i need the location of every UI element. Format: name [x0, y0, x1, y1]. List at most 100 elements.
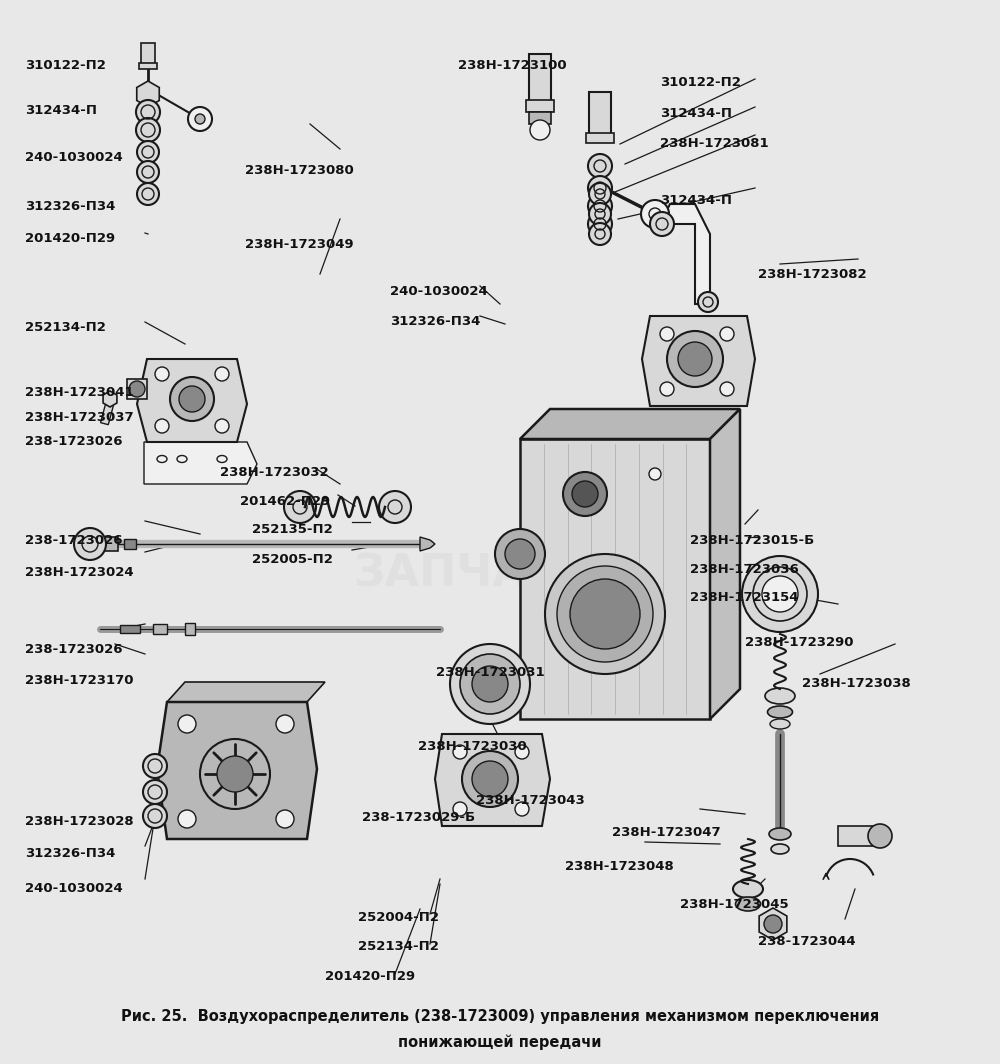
Circle shape [143, 754, 167, 778]
Circle shape [545, 554, 665, 674]
Circle shape [276, 810, 294, 828]
Circle shape [742, 556, 818, 632]
Text: 252005-П2: 252005-П2 [252, 553, 333, 566]
Circle shape [588, 154, 612, 178]
Text: 238Н-1723081: 238Н-1723081 [660, 137, 769, 150]
Circle shape [188, 107, 212, 131]
Ellipse shape [733, 880, 763, 898]
Polygon shape [520, 409, 740, 439]
Circle shape [215, 367, 229, 381]
Text: 312434-П: 312434-П [660, 194, 732, 206]
Circle shape [155, 419, 169, 433]
Text: 238Н-1723082: 238Н-1723082 [758, 268, 867, 281]
Circle shape [453, 802, 467, 816]
Text: 312326-П34: 312326-П34 [390, 315, 480, 328]
Text: 238Н-1723100: 238Н-1723100 [458, 60, 567, 72]
Polygon shape [137, 359, 247, 442]
Text: 312434-П: 312434-П [660, 107, 732, 120]
Bar [838, 826, 883, 846]
Circle shape [667, 331, 723, 387]
Circle shape [136, 100, 160, 124]
Text: 238Н-1723038: 238Н-1723038 [802, 677, 911, 689]
Circle shape [764, 915, 782, 933]
Text: 238Н-1723047: 238Н-1723047 [612, 826, 721, 838]
Text: 240-1030024: 240-1030024 [390, 285, 488, 298]
Bar [526, 100, 554, 112]
Circle shape [650, 212, 674, 236]
Text: 238Н-1723030: 238Н-1723030 [418, 741, 527, 753]
Circle shape [453, 745, 467, 759]
Text: 240-1030024: 240-1030024 [25, 151, 123, 164]
Ellipse shape [768, 706, 792, 718]
Text: 238Н-1723290: 238Н-1723290 [745, 636, 854, 649]
Circle shape [588, 194, 612, 218]
Text: 201420-П29: 201420-П29 [325, 970, 415, 983]
Text: 238-1723026: 238-1723026 [25, 435, 122, 448]
Circle shape [572, 481, 598, 508]
Circle shape [170, 377, 214, 421]
Circle shape [217, 757, 253, 792]
Text: 238Н-1723036: 238Н-1723036 [690, 563, 799, 576]
Bar [127, 379, 147, 399]
Text: 310122-П2: 310122-П2 [660, 77, 741, 89]
Circle shape [660, 382, 674, 396]
Polygon shape [144, 442, 257, 484]
Text: 238-1723029-Б: 238-1723029-Б [362, 811, 475, 824]
Text: 238-1723026: 238-1723026 [25, 643, 122, 655]
Circle shape [557, 566, 653, 662]
Bar [529, 112, 551, 124]
Polygon shape [520, 439, 710, 719]
Text: 252134-П2: 252134-П2 [25, 321, 106, 334]
Text: 238Н-1723031: 238Н-1723031 [436, 666, 545, 679]
Text: 238-1723026: 238-1723026 [25, 534, 122, 547]
Circle shape [649, 468, 661, 480]
Circle shape [589, 223, 611, 245]
Text: 312326-П34: 312326-П34 [25, 200, 115, 213]
Circle shape [379, 491, 411, 523]
Text: 238Н-1723015-Б: 238Н-1723015-Б [690, 534, 814, 547]
Bar [124, 539, 136, 549]
Polygon shape [157, 702, 317, 839]
Text: 252134-П2: 252134-П2 [358, 941, 439, 953]
Bar [120, 625, 140, 633]
Circle shape [178, 810, 196, 828]
Circle shape [215, 419, 229, 433]
Polygon shape [759, 908, 787, 940]
Ellipse shape [177, 455, 187, 463]
Circle shape [762, 576, 798, 612]
Circle shape [136, 118, 160, 142]
Bar [586, 133, 614, 143]
Text: 238Н-1723037: 238Н-1723037 [25, 411, 134, 423]
Circle shape [137, 142, 159, 163]
Circle shape [563, 472, 607, 516]
Circle shape [720, 327, 734, 340]
Circle shape [660, 327, 674, 340]
Bar [103, 537, 118, 551]
Circle shape [137, 161, 159, 183]
Circle shape [588, 212, 612, 236]
Circle shape [74, 528, 106, 560]
Text: 238Н-1723032: 238Н-1723032 [220, 466, 329, 479]
Text: 238Н-1723154: 238Н-1723154 [690, 592, 798, 604]
Circle shape [505, 539, 535, 569]
Ellipse shape [217, 455, 227, 463]
Circle shape [462, 751, 518, 807]
Text: 238Н-1723170: 238Н-1723170 [25, 675, 134, 687]
Text: 201420-П29: 201420-П29 [25, 232, 115, 245]
Circle shape [450, 644, 530, 724]
Circle shape [515, 802, 529, 816]
Circle shape [137, 183, 159, 205]
Circle shape [589, 183, 611, 205]
Polygon shape [660, 204, 710, 304]
Text: 238Н-1723045: 238Н-1723045 [680, 898, 789, 911]
Circle shape [276, 715, 294, 733]
Circle shape [129, 381, 145, 397]
Polygon shape [642, 316, 755, 406]
Bar [185, 624, 195, 635]
Circle shape [641, 200, 669, 228]
Circle shape [720, 382, 734, 396]
Circle shape [868, 824, 892, 848]
Polygon shape [103, 390, 117, 408]
Polygon shape [435, 734, 550, 826]
Text: ЗАПЧАСТИ: ЗАПЧАСТИ [353, 552, 627, 596]
